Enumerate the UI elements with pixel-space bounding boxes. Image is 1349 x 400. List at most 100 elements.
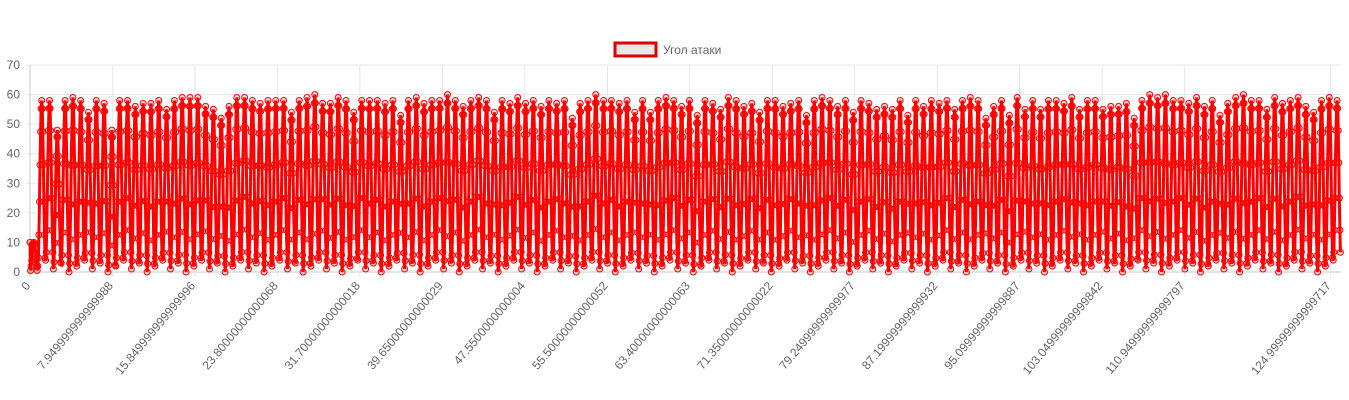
data-point[interactable] <box>499 105 507 113</box>
data-point[interactable] <box>1098 134 1106 142</box>
data-point[interactable] <box>791 257 799 265</box>
data-point[interactable] <box>616 131 624 139</box>
data-point[interactable] <box>1024 249 1032 257</box>
data-point[interactable] <box>780 133 788 140</box>
data-point[interactable] <box>882 132 890 140</box>
data-point[interactable] <box>614 131 622 139</box>
data-point[interactable] <box>1236 268 1244 276</box>
data-point[interactable] <box>850 138 858 146</box>
data-point[interactable] <box>758 204 766 212</box>
data-point[interactable] <box>825 127 833 134</box>
data-point[interactable] <box>1177 97 1185 104</box>
data-point[interactable] <box>549 248 557 256</box>
data-point[interactable] <box>1057 227 1065 235</box>
data-point[interactable] <box>362 265 370 273</box>
data-point[interactable] <box>1170 105 1178 113</box>
data-point[interactable] <box>903 139 911 146</box>
data-point[interactable] <box>233 94 241 101</box>
data-point[interactable] <box>299 251 307 259</box>
data-point[interactable] <box>1240 99 1248 107</box>
data-point[interactable] <box>790 227 798 235</box>
data-point[interactable] <box>1125 203 1133 210</box>
data-point[interactable] <box>299 268 307 276</box>
data-point[interactable] <box>208 135 216 143</box>
data-point[interactable] <box>983 141 991 149</box>
data-point[interactable] <box>901 229 909 237</box>
data-point[interactable] <box>532 196 540 204</box>
data-point[interactable] <box>728 268 736 276</box>
data-point[interactable] <box>680 202 688 210</box>
data-point[interactable] <box>735 236 743 244</box>
data-point[interactable] <box>733 129 741 137</box>
data-point[interactable] <box>1179 194 1187 202</box>
data-point[interactable] <box>1185 99 1193 107</box>
data-point[interactable] <box>518 265 526 273</box>
data-point[interactable] <box>636 233 644 241</box>
data-point[interactable] <box>922 230 930 238</box>
data-point[interactable] <box>391 161 398 169</box>
data-point[interactable] <box>389 97 397 104</box>
data-point[interactable] <box>955 259 963 267</box>
data-point[interactable] <box>644 231 652 239</box>
data-point[interactable] <box>344 163 352 171</box>
data-point[interactable] <box>869 265 877 273</box>
data-point[interactable] <box>1002 260 1010 268</box>
data-point[interactable] <box>490 108 498 116</box>
data-point[interactable] <box>1168 128 1176 136</box>
data-point[interactable] <box>334 94 342 101</box>
data-point[interactable] <box>960 127 968 135</box>
data-point[interactable] <box>1201 111 1209 119</box>
data-point[interactable] <box>296 105 304 112</box>
data-point[interactable] <box>1076 105 1084 113</box>
data-point[interactable] <box>396 139 404 146</box>
data-point[interactable] <box>1137 127 1145 134</box>
data-point[interactable] <box>360 226 368 234</box>
data-point[interactable] <box>1316 129 1324 137</box>
data-point[interactable] <box>1174 226 1182 234</box>
data-point[interactable] <box>475 94 483 101</box>
data-point[interactable] <box>927 97 935 104</box>
data-point[interactable] <box>1210 161 1218 169</box>
data-point[interactable] <box>1299 257 1306 265</box>
data-point[interactable] <box>643 259 650 267</box>
data-point[interactable] <box>943 97 951 104</box>
data-point[interactable] <box>559 128 567 136</box>
data-point[interactable] <box>721 259 728 267</box>
data-point[interactable] <box>1251 256 1259 264</box>
data-point[interactable] <box>1116 132 1124 140</box>
data-point[interactable] <box>857 97 865 104</box>
data-point[interactable] <box>733 105 741 113</box>
data-point[interactable] <box>1267 259 1275 267</box>
data-point[interactable] <box>1048 262 1056 270</box>
data-point[interactable] <box>732 97 740 104</box>
data-point[interactable] <box>921 132 929 140</box>
data-point[interactable] <box>667 248 674 256</box>
data-point[interactable] <box>120 248 128 256</box>
data-point[interactable] <box>461 204 469 212</box>
data-point[interactable] <box>1013 94 1021 101</box>
data-point[interactable] <box>1154 94 1162 101</box>
data-point[interactable] <box>557 265 565 273</box>
data-point[interactable] <box>386 254 393 262</box>
data-point[interactable] <box>970 262 978 270</box>
data-point[interactable] <box>952 135 960 143</box>
data-point[interactable] <box>1117 230 1125 238</box>
data-point[interactable] <box>479 257 487 265</box>
data-point[interactable] <box>840 127 848 135</box>
data-point[interactable] <box>475 102 483 110</box>
data-point[interactable] <box>698 254 706 262</box>
data-point[interactable] <box>709 99 717 107</box>
data-point[interactable] <box>323 257 331 265</box>
data-point[interactable] <box>131 102 139 110</box>
data-point[interactable] <box>432 248 440 256</box>
data-point[interactable] <box>407 200 415 207</box>
data-point[interactable] <box>373 97 381 104</box>
data-point[interactable] <box>1005 111 1013 119</box>
data-point[interactable] <box>762 127 770 135</box>
data-point[interactable] <box>1072 259 1080 267</box>
data-point[interactable] <box>435 127 443 134</box>
data-point[interactable] <box>65 268 73 276</box>
data-point[interactable] <box>1043 129 1051 137</box>
data-point[interactable] <box>712 248 720 256</box>
data-point[interactable] <box>598 128 606 136</box>
